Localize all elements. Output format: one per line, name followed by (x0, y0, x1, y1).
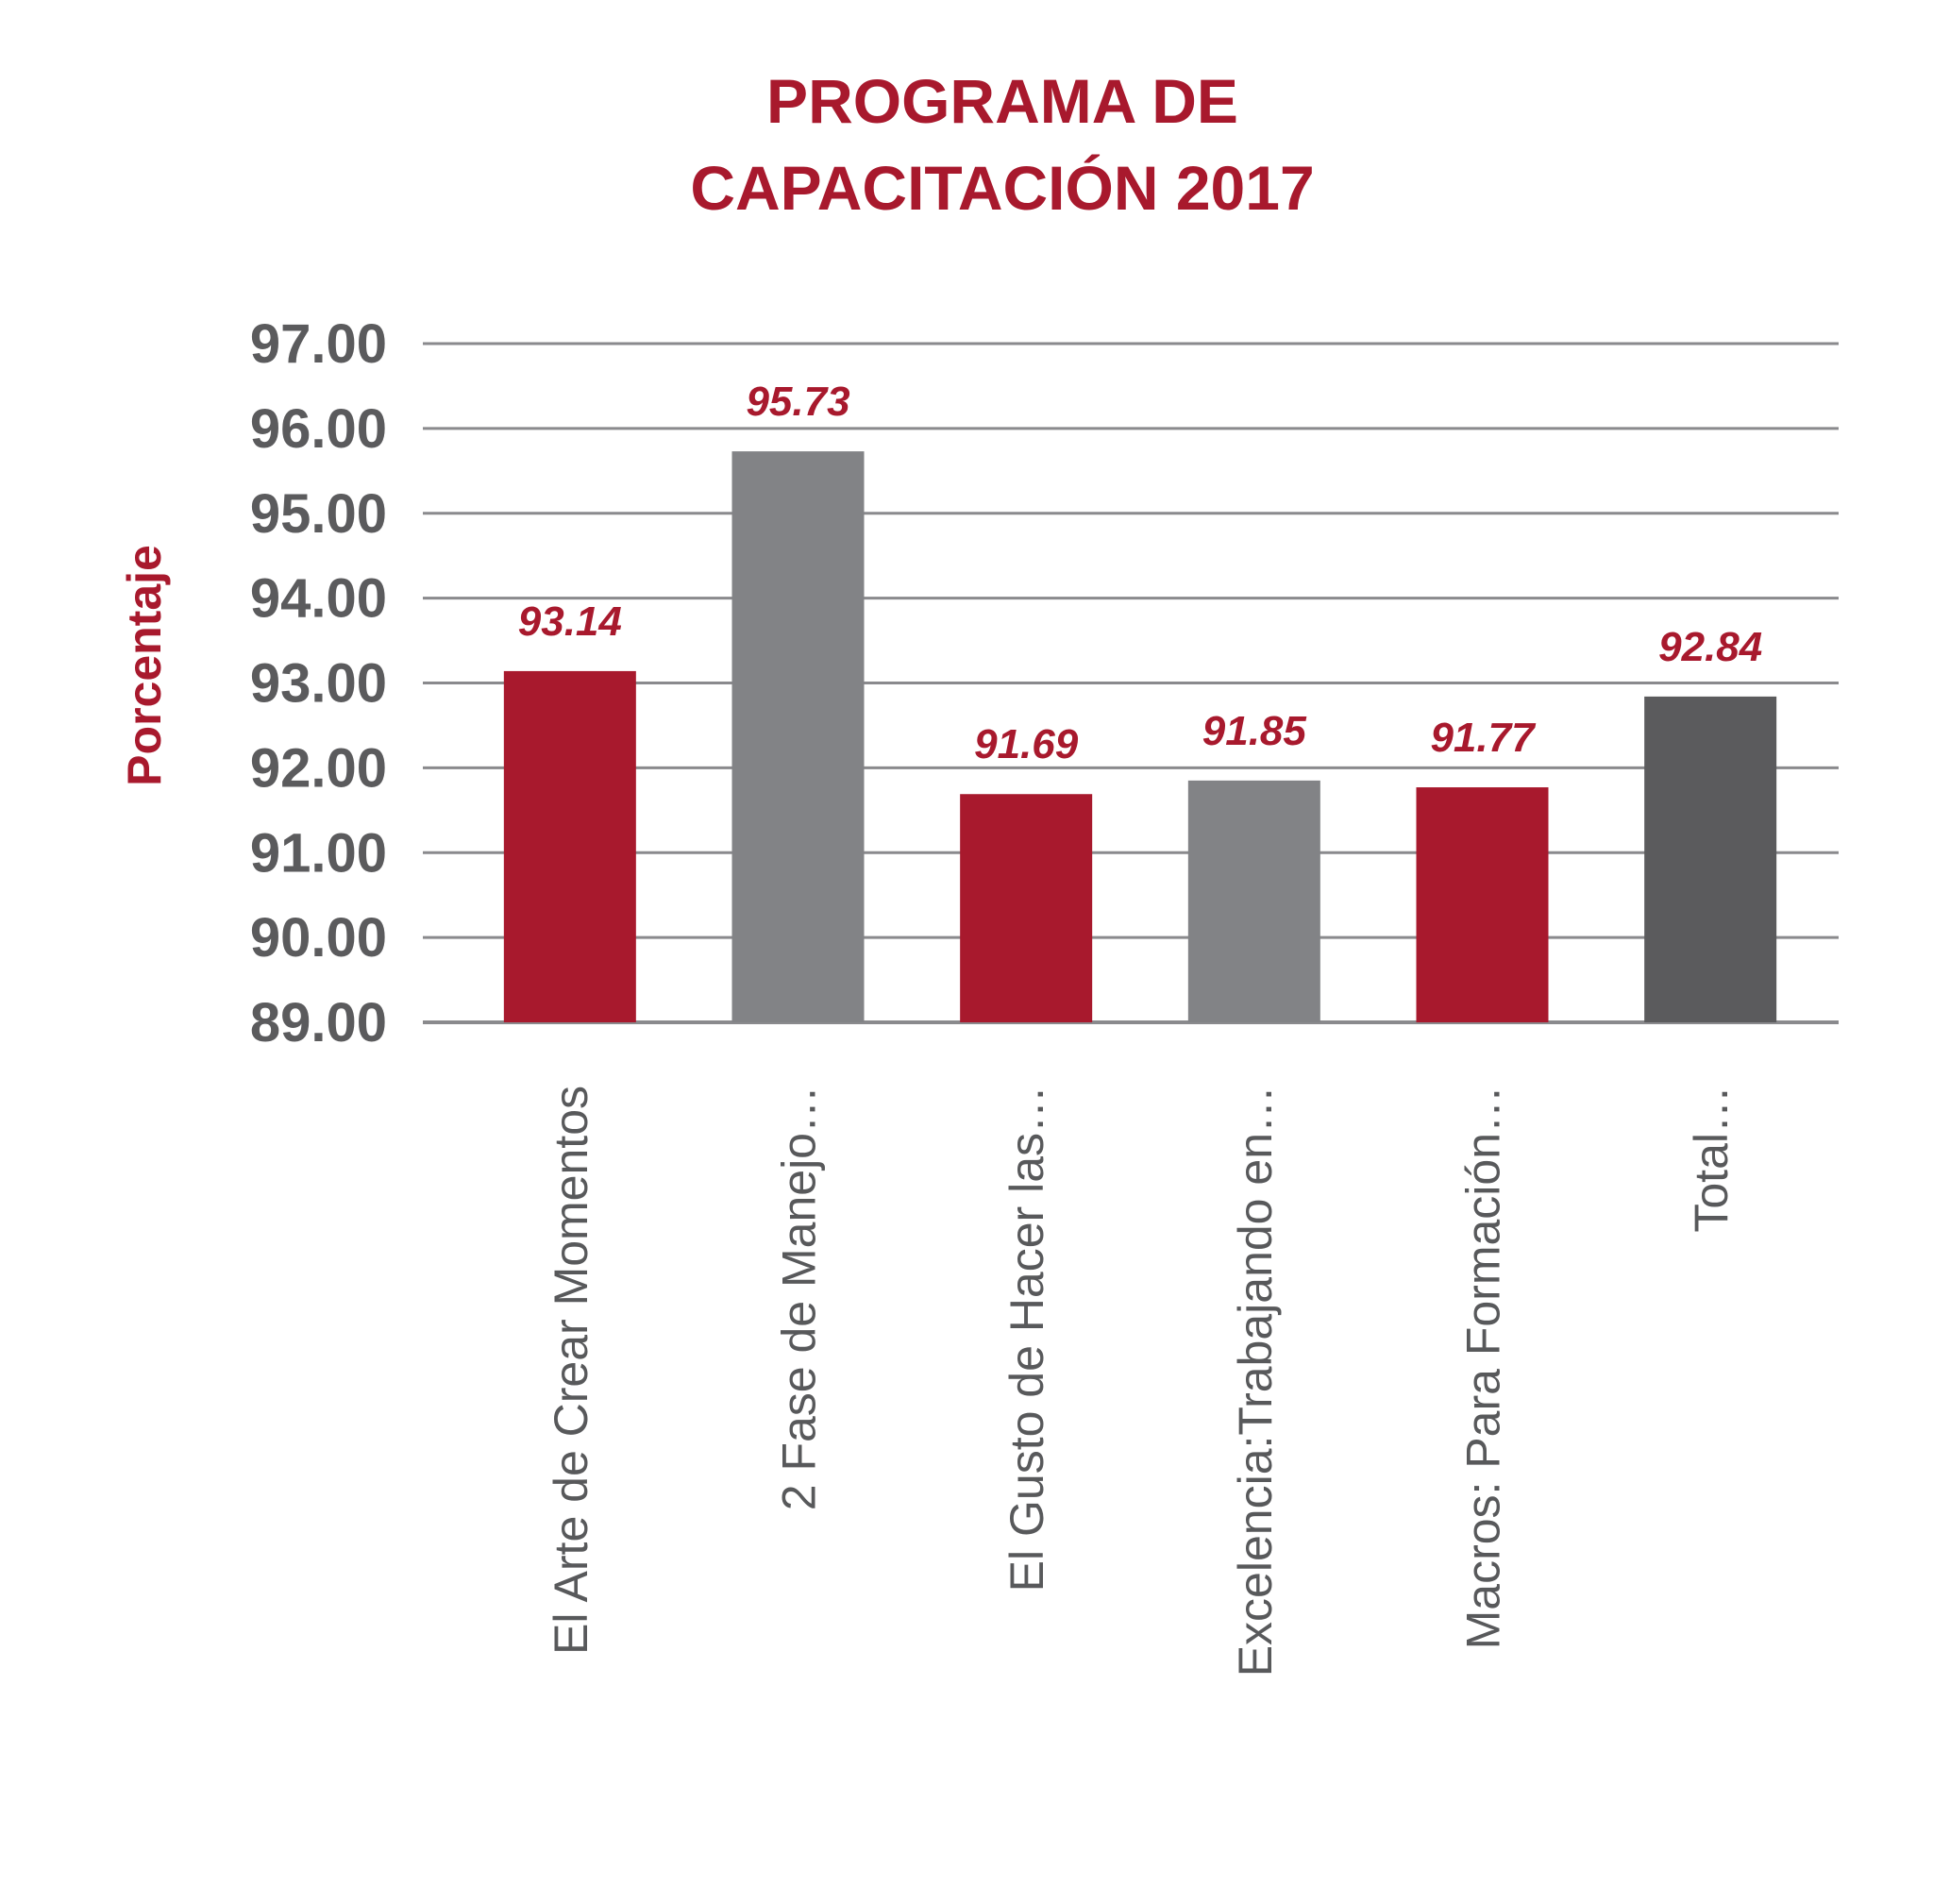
y-tick-label: 95.00 (250, 483, 387, 545)
gridlines (423, 342, 1839, 1024)
data-label: 95.73 (746, 379, 849, 425)
y-tick-label: 90.00 (250, 907, 387, 969)
data-label: 92.84 (1658, 624, 1762, 670)
y-axis-label: Porcentaje (118, 545, 171, 786)
x-category-label: Excelencia:Trabajando en… (1229, 1086, 1282, 1677)
y-tick-label: 94.00 (250, 568, 387, 630)
y-tick-label: 92.00 (250, 737, 387, 799)
y-tick-label: 96.00 (250, 398, 387, 460)
bar (731, 451, 865, 1022)
bars (503, 451, 1777, 1022)
data-label: 93.14 (518, 598, 622, 645)
x-category-label: Total… (1685, 1086, 1738, 1233)
bar (503, 670, 636, 1022)
x-category-label: El Arte de Crear Momentos (545, 1086, 597, 1655)
y-tick-label: 91.00 (250, 822, 387, 884)
x-category-label: 2 Fase de Manejo… (773, 1086, 826, 1510)
chart-title-line: PROGRAMA DE (766, 66, 1238, 136)
data-labels: 93.14 95.73 91.69 91.85 91.77 92.84 (518, 379, 1762, 767)
x-category-label: El Gusto de Hacer las… (1000, 1086, 1053, 1592)
data-label: 91.85 (1202, 708, 1307, 754)
y-axis-ticks: 89.00 90.00 91.00 92.00 93.00 94.00 95.00 96.00… (250, 313, 387, 1053)
bar (1644, 696, 1777, 1022)
data-label: 91.77 (1430, 715, 1537, 761)
x-category-label: Macros: Para Formación… (1457, 1086, 1510, 1649)
y-axis-label-group: Porcentaje (118, 545, 171, 786)
y-tick-label: 89.00 (250, 992, 387, 1053)
bar (960, 794, 1093, 1022)
chart-title: PROGRAMA DE CAPACITACIÓN 2017 (690, 66, 1314, 223)
bar (1187, 780, 1320, 1022)
y-tick-label: 93.00 (250, 653, 387, 715)
data-label: 91.69 (974, 721, 1079, 767)
bar (1416, 787, 1549, 1022)
x-axis-categories: El Arte de Crear Momentos 2 Fase de Manej… (545, 1086, 1738, 1677)
y-tick-label: 97.00 (250, 313, 387, 375)
chart-title-line: CAPACITACIÓN 2017 (690, 153, 1314, 223)
